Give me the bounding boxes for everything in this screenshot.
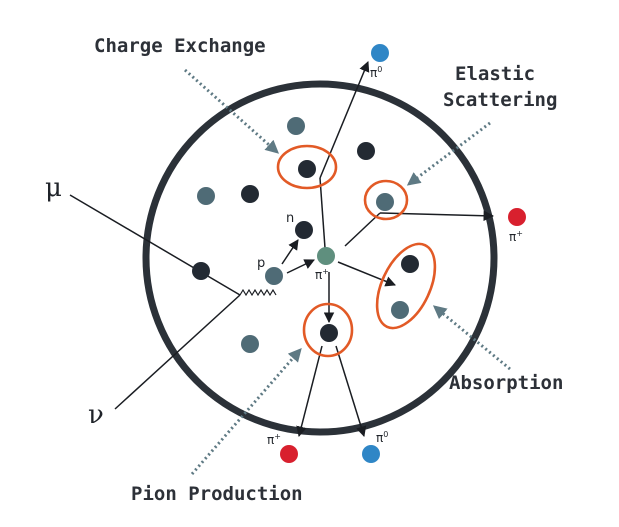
scattering-label: Scattering bbox=[443, 89, 557, 111]
pion-plus-label-internal: π+ bbox=[315, 267, 329, 282]
nucleon bbox=[298, 160, 316, 178]
nucleon bbox=[391, 301, 409, 319]
nucleon bbox=[320, 324, 338, 342]
pion-zero-label-top: π0 bbox=[370, 65, 382, 80]
nucleon bbox=[376, 193, 394, 211]
proton-label: p bbox=[257, 256, 265, 271]
pion-internal bbox=[317, 247, 335, 265]
elastic-label: Elastic bbox=[455, 63, 535, 85]
absorption-label: Absorption bbox=[449, 372, 563, 394]
absorption-track bbox=[337, 261, 396, 287]
nucleon bbox=[197, 187, 215, 205]
outgoing-neutral-pion bbox=[362, 445, 380, 463]
absorption-pointer-icon bbox=[432, 305, 511, 371]
nucleon bbox=[357, 142, 375, 160]
outgoing-charged-pion bbox=[508, 208, 526, 226]
absorption-ring bbox=[375, 242, 437, 330]
nucleon bbox=[192, 262, 210, 280]
neutrino-label: ν bbox=[88, 400, 104, 430]
neutrino-track bbox=[114, 294, 241, 410]
charge-exchange-ring bbox=[276, 144, 338, 190]
elastic-scattering-pointer-icon bbox=[406, 121, 491, 186]
w-boson-wavy-line bbox=[239, 288, 277, 297]
nucleon bbox=[287, 117, 305, 135]
elastic-in-track bbox=[344, 212, 381, 247]
proton bbox=[265, 267, 283, 285]
nucleus-boundary bbox=[142, 80, 498, 436]
nucleon bbox=[241, 335, 259, 353]
outgoing-charged-pion bbox=[280, 445, 298, 463]
charge-exchange-label: Charge Exchange bbox=[94, 35, 266, 57]
neutron-track bbox=[281, 239, 299, 265]
neutron bbox=[295, 221, 313, 239]
pion-track-from-proton bbox=[286, 259, 315, 274]
pion-production-label: Pion Production bbox=[131, 483, 303, 505]
muon-track bbox=[69, 194, 241, 296]
outgoing-neutral-pion bbox=[371, 44, 389, 62]
neutral-pion-out-track bbox=[319, 61, 370, 179]
pion-production-ring bbox=[302, 302, 354, 358]
charge-exchange-pointer-icon bbox=[184, 68, 280, 154]
pion-zero-label-bottom: π0 bbox=[376, 430, 388, 445]
pion-plus-label-bottom: π+ bbox=[267, 432, 281, 447]
charged-pion-out-track bbox=[296, 345, 323, 438]
neutral-pion-out-track-2 bbox=[335, 345, 367, 438]
nucleon bbox=[241, 185, 259, 203]
elastic-scattering-ring bbox=[363, 179, 409, 221]
nucleon bbox=[401, 255, 419, 273]
neutron-label: n bbox=[286, 211, 294, 226]
charge-exchange-in-track bbox=[319, 177, 326, 249]
pion-plus-label-right: π+ bbox=[509, 229, 523, 244]
muon-label: μ bbox=[45, 173, 62, 203]
